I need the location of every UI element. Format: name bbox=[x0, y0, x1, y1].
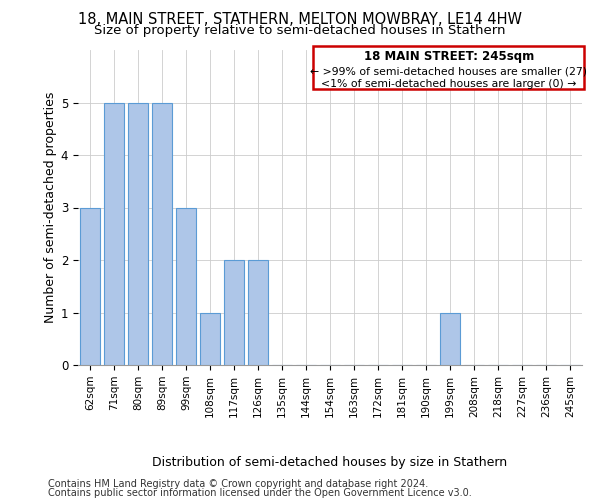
X-axis label: Distribution of semi-detached houses by size in Stathern: Distribution of semi-detached houses by … bbox=[152, 456, 508, 468]
Text: Contains HM Land Registry data © Crown copyright and database right 2024.: Contains HM Land Registry data © Crown c… bbox=[48, 479, 428, 489]
Text: 18 MAIN STREET: 245sqm: 18 MAIN STREET: 245sqm bbox=[364, 50, 534, 63]
Bar bbox=[128, 102, 148, 365]
Bar bbox=[224, 260, 244, 365]
Bar bbox=[176, 208, 196, 365]
Bar bbox=[440, 312, 460, 365]
Text: <1% of semi-detached houses are larger (0) →: <1% of semi-detached houses are larger (… bbox=[321, 78, 577, 88]
Text: 18, MAIN STREET, STATHERN, MELTON MOWBRAY, LE14 4HW: 18, MAIN STREET, STATHERN, MELTON MOWBRA… bbox=[78, 12, 522, 28]
Bar bbox=[248, 260, 268, 365]
Text: ← >99% of semi-detached houses are smaller (27): ← >99% of semi-detached houses are small… bbox=[310, 66, 587, 76]
Bar bbox=[80, 208, 100, 365]
Text: Size of property relative to semi-detached houses in Stathern: Size of property relative to semi-detach… bbox=[94, 24, 506, 37]
FancyBboxPatch shape bbox=[313, 46, 584, 90]
Bar bbox=[104, 102, 124, 365]
Y-axis label: Number of semi-detached properties: Number of semi-detached properties bbox=[44, 92, 56, 323]
Bar bbox=[152, 102, 172, 365]
Bar bbox=[200, 312, 220, 365]
Text: Contains public sector information licensed under the Open Government Licence v3: Contains public sector information licen… bbox=[48, 488, 472, 498]
